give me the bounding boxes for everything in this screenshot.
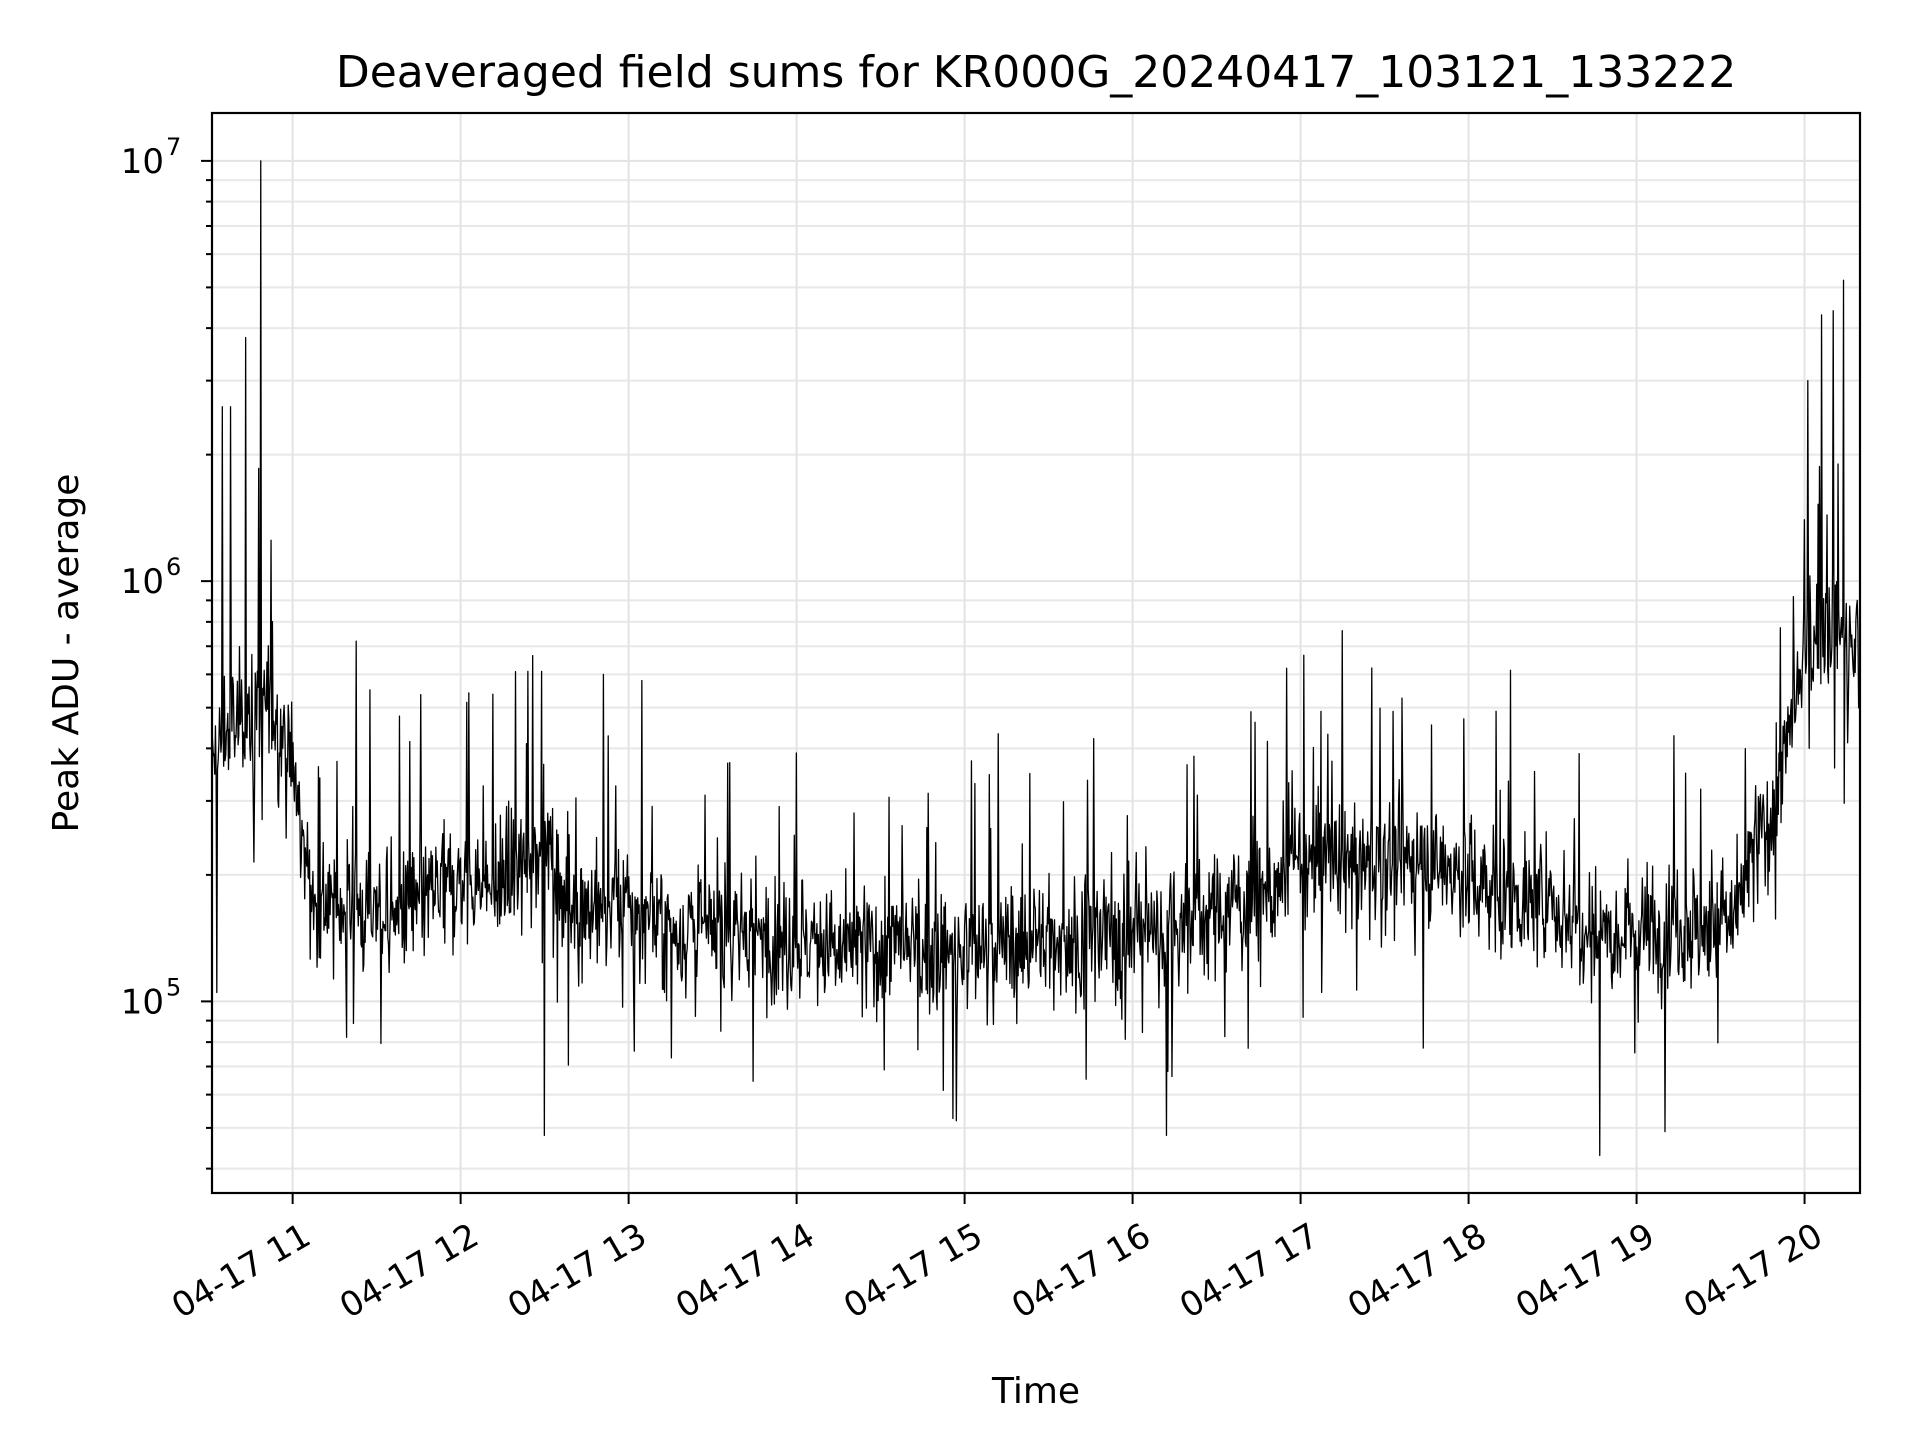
- y-tick-label: 10: [121, 142, 164, 182]
- series-line-peak-adu: [211, 160, 1861, 1157]
- minor-gridlines: [212, 179, 1860, 1170]
- y-tick-label: 10: [121, 562, 164, 602]
- y-tick-exponent: 7: [166, 133, 181, 161]
- chart-title: Deaveraged field sums for KR000G_2024041…: [336, 47, 1736, 98]
- major-gridlines: [212, 113, 1860, 1193]
- series-layer: [211, 160, 1861, 1157]
- plot-frame: [210, 111, 1862, 1195]
- y-tick-label: 10: [121, 982, 164, 1022]
- y-tick-exponent: 6: [166, 553, 181, 581]
- y-axis-label: Peak ADU - average: [46, 474, 87, 833]
- x-axis-label: Time: [991, 1371, 1080, 1412]
- y-tick-exponent: 5: [166, 973, 181, 1001]
